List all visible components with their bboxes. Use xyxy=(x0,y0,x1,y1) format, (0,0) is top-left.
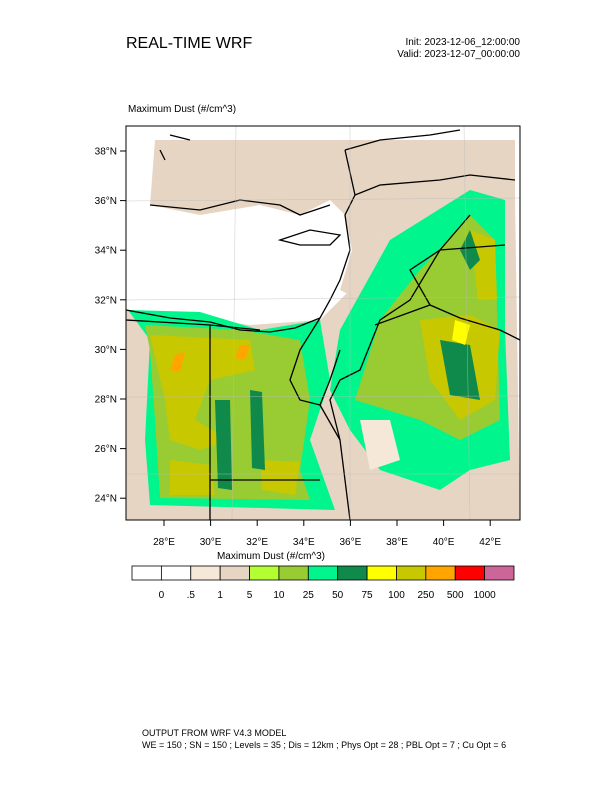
init-time: Init: 2023-12-06_12:00:00 xyxy=(405,37,520,48)
map-field xyxy=(126,126,520,520)
footer-line: WE = 150 ; SN = 150 ; Levels = 35 ; Dis … xyxy=(142,740,506,750)
colorbar-box xyxy=(190,565,221,581)
lat-label: 34°N xyxy=(95,246,117,257)
lon-label: 38°E xyxy=(386,537,408,548)
colorbar-label: 0 xyxy=(159,590,165,601)
colorbar-box xyxy=(219,565,250,581)
colorbar-label: 500 xyxy=(447,590,464,601)
colorbar-box xyxy=(484,565,515,581)
lon-label: 40°E xyxy=(433,537,455,548)
lon-label: 32°E xyxy=(246,537,268,548)
colorbar-label: .5 xyxy=(187,590,196,601)
lat-label: 36°N xyxy=(95,196,117,207)
lon-label: 42°E xyxy=(479,537,501,548)
lat-label: 28°N xyxy=(95,395,117,406)
map-frame xyxy=(125,125,521,521)
colorbar-label: 5 xyxy=(247,590,253,601)
colorbar-box xyxy=(337,565,368,581)
colorbar-box xyxy=(160,565,192,581)
map-title: Maximum Dust (#/cm^3) xyxy=(128,104,236,115)
lat-label: 32°N xyxy=(95,295,117,306)
colorbar-label: 250 xyxy=(418,590,435,601)
lon-label: 34°E xyxy=(293,537,315,548)
colorbar-box xyxy=(131,565,162,581)
lat-label: 30°N xyxy=(95,345,117,356)
title: REAL-TIME WRF xyxy=(126,35,252,52)
colorbar-box xyxy=(425,565,456,581)
colorbar-label: 10 xyxy=(273,590,285,601)
colorbar-label: 1 xyxy=(217,590,223,601)
colorbar-box xyxy=(366,565,397,581)
colorbar-box xyxy=(249,565,280,581)
lat-label: 26°N xyxy=(95,444,117,455)
colorbar-label: 100 xyxy=(388,590,405,601)
lat-label: 24°N xyxy=(95,494,117,505)
footer-line: OUTPUT FROM WRF V4.3 MODEL xyxy=(142,728,286,738)
dynamic: 38°N 36°N 34°N 32°N 30°N 28°N 26°N 24°N 28°E 30°E… xyxy=(95,147,515,601)
colorbar-box xyxy=(454,565,486,581)
colorbar-box xyxy=(278,565,309,581)
colorbar-label: 50 xyxy=(332,590,344,601)
lon-label: 36°E xyxy=(340,537,362,548)
colorbar-box xyxy=(307,565,339,581)
colorbar-label: 1000 xyxy=(473,590,496,601)
colorbar-label: 75 xyxy=(362,590,374,601)
colorbar-label: 25 xyxy=(303,590,315,601)
colorbar-title: Maximum Dust (#/cm^3) xyxy=(217,551,325,562)
lat-label: 38°N xyxy=(95,147,117,158)
valid-time: Valid: 2023-12-07_00:00:00 xyxy=(397,49,520,60)
colorbar-box xyxy=(396,565,427,581)
lon-label: 28°E xyxy=(153,537,175,548)
lon-label: 30°E xyxy=(200,537,222,548)
